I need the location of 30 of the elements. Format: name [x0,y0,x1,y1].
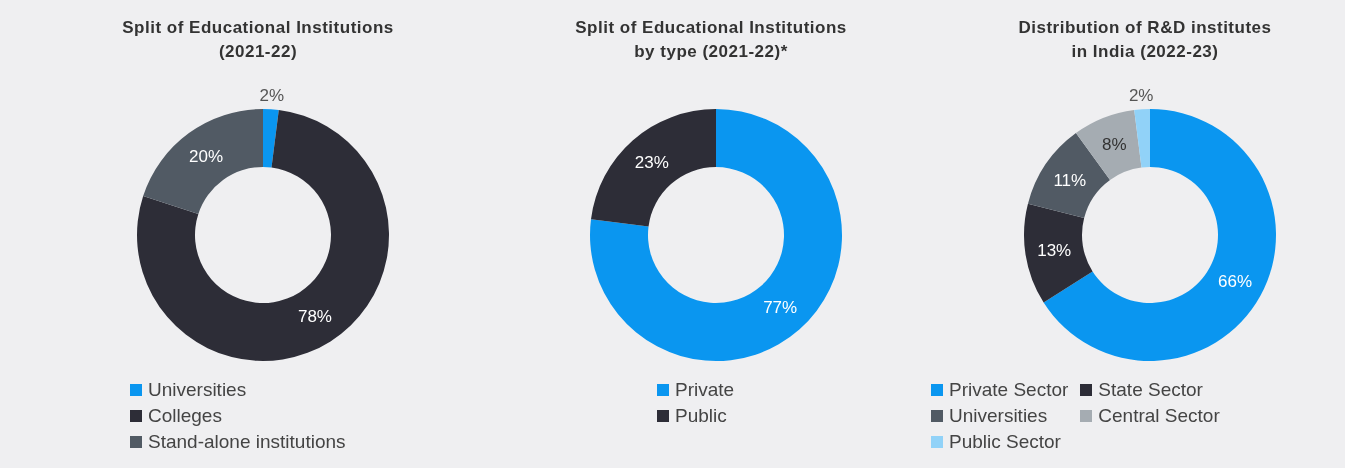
legend-label: Stand-alone institutions [148,430,346,454]
legend-label: Universities [148,378,247,402]
chart-title: Distribution of R&D institutes in India (2022-23) [1017,17,1273,63]
legend-label: Universities [949,404,1048,428]
legend-label: Private [675,378,735,402]
chart-title: Split of Educational Institutions (2021-22) [121,17,395,63]
donut-slice [143,109,263,214]
data-label: 13% [1037,240,1072,260]
legend-label: State Sector [1098,378,1203,402]
legend-label: Central Sector [1098,404,1220,428]
data-label: 23% [634,152,669,172]
chart-title: Split of Educational Institutions by type (2021-22)* [574,17,848,63]
data-label: 2% [259,85,285,105]
donut-slice [263,109,279,168]
data-label: 20% [188,147,223,167]
data-label: 78% [297,307,332,327]
legend-label: Colleges [148,404,222,428]
donut-slice [590,109,842,361]
data-label: 2% [1128,85,1154,105]
legend-label: Private Sector [949,378,1069,402]
donut-slice [590,109,716,227]
data-label: 11% [1053,170,1087,190]
data-label: 77% [763,298,798,318]
donut-slice [1134,109,1150,168]
data-label: 8% [1102,135,1127,155]
legend-label: Public [675,404,727,428]
donut-slice [137,109,389,361]
legend-label: Public Sector [949,430,1061,454]
donut-slice [1024,203,1093,303]
data-label: 66% [1217,272,1253,292]
